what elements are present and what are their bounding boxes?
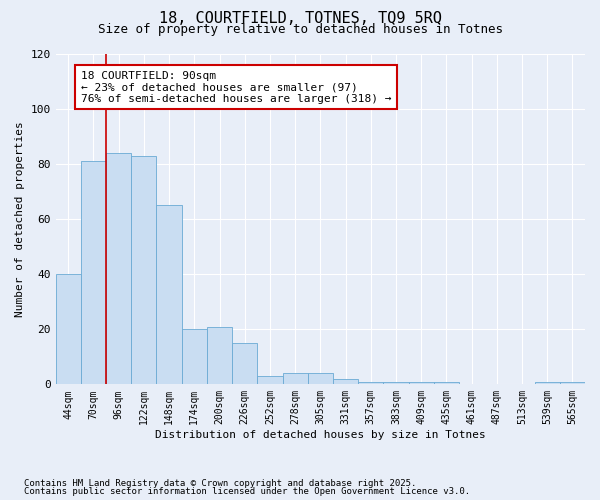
Y-axis label: Number of detached properties: Number of detached properties: [15, 122, 25, 317]
X-axis label: Distribution of detached houses by size in Totnes: Distribution of detached houses by size …: [155, 430, 486, 440]
Text: Size of property relative to detached houses in Totnes: Size of property relative to detached ho…: [97, 22, 503, 36]
Bar: [358, 382, 383, 384]
Bar: [81, 162, 106, 384]
Text: Contains HM Land Registry data © Crown copyright and database right 2025.: Contains HM Land Registry data © Crown c…: [24, 478, 416, 488]
Bar: [106, 153, 131, 384]
Bar: [131, 156, 157, 384]
Bar: [283, 374, 308, 384]
Text: 18, COURTFIELD, TOTNES, TQ9 5RQ: 18, COURTFIELD, TOTNES, TQ9 5RQ: [158, 11, 442, 26]
Bar: [333, 379, 358, 384]
Bar: [383, 382, 409, 384]
Text: 18 COURTFIELD: 90sqm
← 23% of detached houses are smaller (97)
76% of semi-detac: 18 COURTFIELD: 90sqm ← 23% of detached h…: [81, 70, 391, 104]
Bar: [434, 382, 459, 384]
Bar: [207, 326, 232, 384]
Bar: [535, 382, 560, 384]
Bar: [308, 374, 333, 384]
Bar: [157, 206, 182, 384]
Bar: [232, 343, 257, 384]
Bar: [409, 382, 434, 384]
Bar: [182, 330, 207, 384]
Text: Contains public sector information licensed under the Open Government Licence v3: Contains public sector information licen…: [24, 487, 470, 496]
Bar: [56, 274, 81, 384]
Bar: [560, 382, 585, 384]
Bar: [257, 376, 283, 384]
